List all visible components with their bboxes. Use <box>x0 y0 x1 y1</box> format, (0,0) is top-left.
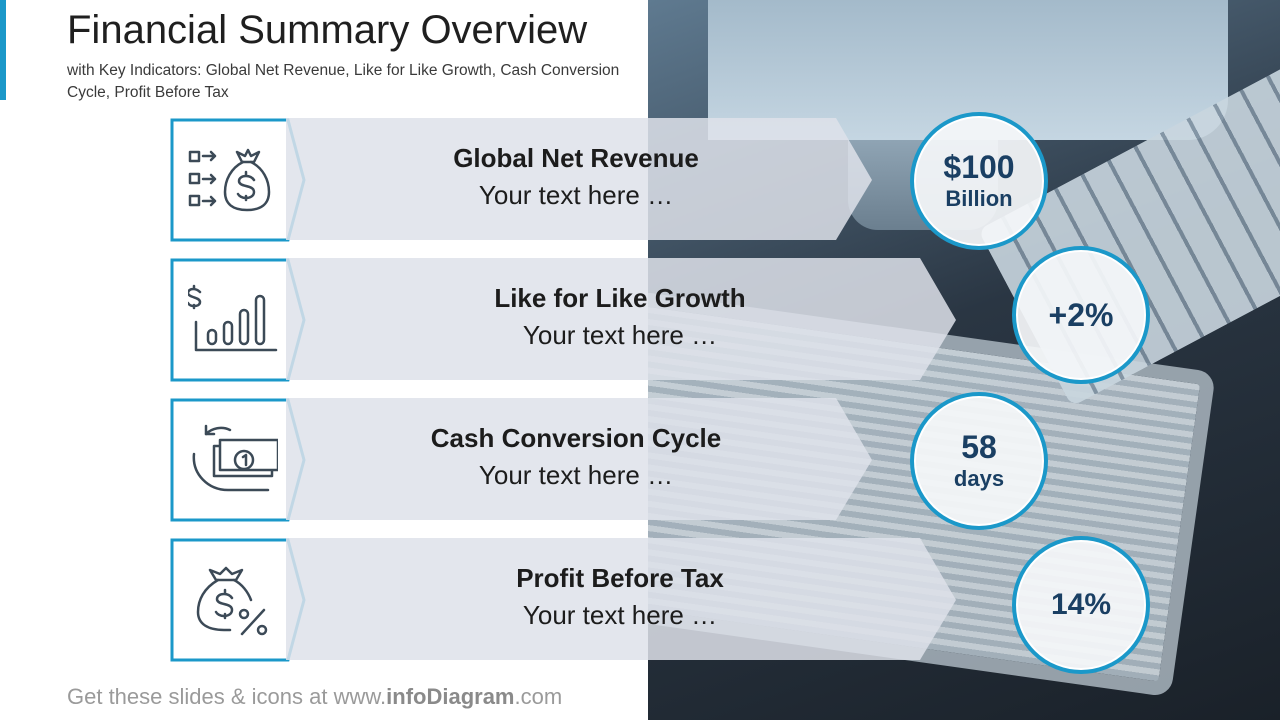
kpi-value-circle: +2% <box>1012 246 1150 384</box>
header: Financial Summary Overview with Key Indi… <box>67 4 647 104</box>
banner-text: Like for Like Growth Your text here … <box>286 280 954 354</box>
footer-suffix: .com <box>514 684 563 709</box>
footer-prefix: Get these slides & icons at www. <box>67 684 387 709</box>
subtitle-prefix: with Key Indicators: <box>67 62 202 79</box>
banner: Global Net Revenue Your text here … <box>286 118 866 240</box>
money-bag-flow-icon <box>188 148 271 212</box>
footer: Get these slides & icons at www.infoDiag… <box>67 684 562 710</box>
kpi-unit: days <box>953 466 1005 491</box>
page-title: Financial Summary Overview <box>67 8 588 52</box>
kpi-text: Your text here … <box>522 600 718 630</box>
banner: Cash Conversion Cycle Your text here … <box>286 398 866 520</box>
icon-frame <box>170 258 306 382</box>
banner: Profit Before Tax Your text here … <box>286 538 954 660</box>
kpi-unit: Billion <box>945 186 1013 211</box>
cash-cycle-icon <box>192 424 278 492</box>
left-accent-bar <box>0 0 6 100</box>
kpi-text: Your text here … <box>478 180 674 210</box>
kpi-title: Like for Like Growth <box>494 283 746 313</box>
kpi-text: Your text here … <box>522 320 718 350</box>
banner-text: Profit Before Tax Your text here … <box>286 560 954 634</box>
banner-text: Global Net Revenue Your text here … <box>286 140 866 214</box>
banner-shape <box>286 398 872 520</box>
icon-frame <box>170 118 306 242</box>
kpi-value: +2% <box>1048 297 1114 333</box>
kpi-value: 14% <box>1050 588 1112 621</box>
growth-chart-icon <box>188 284 278 352</box>
kpi-value-circle: 14% <box>1012 536 1150 674</box>
kpi-title: Global Net Revenue <box>453 143 699 173</box>
kpi-title: Cash Conversion Cycle <box>430 423 722 453</box>
kpi-text: Your text here … <box>478 460 674 490</box>
banner-text: Cash Conversion Cycle Your text here … <box>286 420 866 494</box>
kpi-value: $100 <box>943 149 1015 185</box>
page-subtitle: with Key Indicators: Global Net Revenue,… <box>67 60 647 104</box>
kpi-value-circle: $100 Billion <box>910 112 1048 250</box>
footer-brand: infoDiagram <box>386 684 515 709</box>
banner-shape <box>286 118 872 240</box>
kpi-title: Profit Before Tax <box>516 563 724 593</box>
kpi-value-circle: 58 days <box>910 392 1048 530</box>
money-bag-percent-icon <box>196 566 268 636</box>
banner-shape <box>286 258 956 380</box>
subtitle-rest: Global Net Revenue, Like for Like Growth… <box>67 62 620 101</box>
kpi-value: 58 <box>961 429 997 465</box>
banner: Like for Like Growth Your text here … <box>286 258 954 380</box>
banner-shape <box>286 538 956 660</box>
